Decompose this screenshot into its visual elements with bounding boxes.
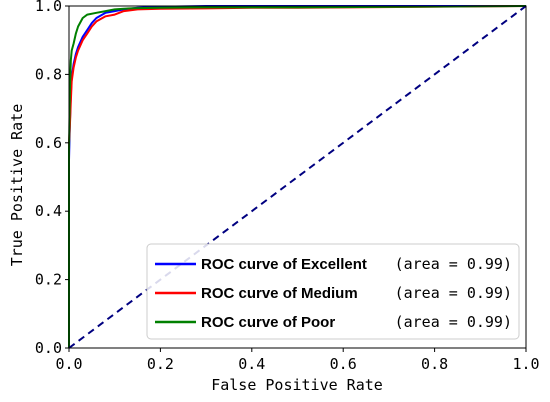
roc-series-3 <box>68 5 527 348</box>
y-tick-label: 0.0 <box>35 339 62 357</box>
x-tick-label: 0.4 <box>238 355 265 373</box>
legend-area-2: (area = 0.99) <box>395 284 512 302</box>
x-tick-label: 1.0 <box>512 355 539 373</box>
ticks-layer: 0.0 0.2 0.4 0.6 0.8 1.0 0.0 0.2 0.4 0.6 0.8 1.0 <box>35 0 540 373</box>
y-tick-label: 0.6 <box>35 134 62 152</box>
legend-label-3: ROC curve of Poor <box>201 314 335 331</box>
legend-area-1: (area = 0.99) <box>395 255 512 273</box>
legend-label-2: ROC curve of Medium <box>201 285 358 302</box>
legend-box <box>146 243 520 340</box>
legend-label-1: ROC curve of Excellent <box>201 256 367 273</box>
curves-layer <box>68 5 527 349</box>
plot-frame <box>68 5 527 349</box>
y-tick-label: 0.2 <box>35 271 62 289</box>
y-tick-label: 1.0 <box>35 0 62 15</box>
y-tick-label: 0.8 <box>35 65 62 83</box>
y-tick-label: 0.4 <box>35 202 62 220</box>
y-axis-title: True Positive Rate <box>8 104 26 267</box>
x-axis-title: False Positive Rate <box>211 376 383 394</box>
legend: ROC curve of Excellent (area = 0.99) ROC c… <box>146 243 520 340</box>
legend-area-3: (area = 0.99) <box>395 313 512 331</box>
x-tick-label: 0.6 <box>330 355 357 373</box>
x-tick-label: 0.0 <box>55 355 82 373</box>
x-tick-label: 0.2 <box>147 355 174 373</box>
x-tick-label: 0.8 <box>421 355 448 373</box>
